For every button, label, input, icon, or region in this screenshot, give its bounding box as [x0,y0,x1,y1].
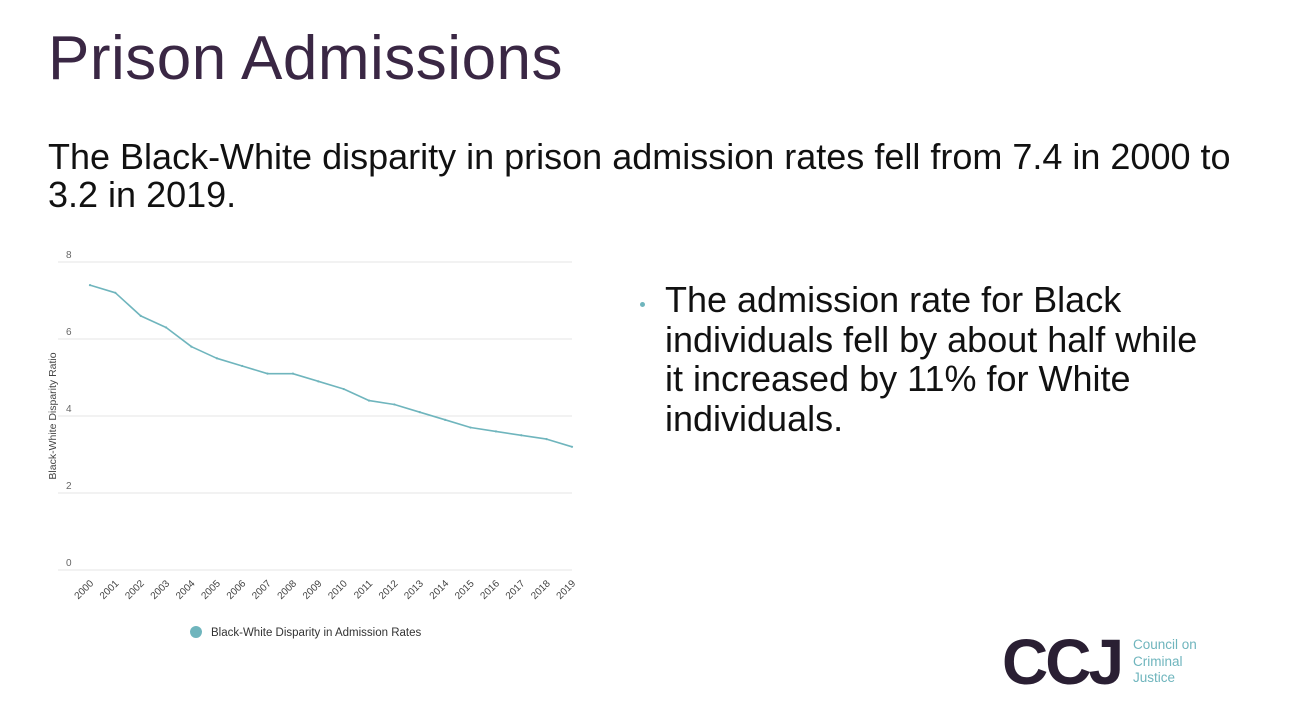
data-point [342,387,345,391]
data-point [545,438,548,441]
data-point [88,284,92,287]
data-point [418,411,421,414]
x-tick-label: 2016 [479,578,503,602]
data-point [317,380,320,383]
x-tick-label: 2008 [276,578,300,602]
data-point [469,426,472,429]
legend-label: Black-White Disparity in Admission Rates [211,627,422,639]
bullet-dot-icon [640,302,645,307]
x-tick-label: 2000 [73,578,97,602]
x-tick-label: 2018 [529,578,553,602]
y-tick-label: 2 [66,481,72,492]
data-point [520,434,523,437]
x-tick-label: 2003 [149,578,173,602]
x-tick-label: 2006 [225,578,249,602]
data-point [139,314,142,317]
x-tick-label: 2009 [301,578,325,602]
data-point [114,291,117,294]
y-tick-label: 8 [66,250,72,261]
logo-mark: CCJ [1002,626,1124,698]
y-tick-label: 4 [66,404,72,415]
x-tick-label: 2010 [326,578,350,602]
x-tick-label: 2012 [377,578,401,602]
x-tick-label: 2017 [504,578,528,602]
data-point [165,326,168,329]
data-point [190,345,193,348]
disparity-chart: 0 2 4 6 8 Black-White Disparity Ratio 2000 2001… [40,242,600,652]
x-tick-label: 2004 [174,578,198,602]
logo-line-3: Justice [1133,670,1176,686]
chart-svg: 0 2 4 6 8 Black-White Disparity Ratio 2000 2001… [47,250,579,639]
data-point [494,430,497,433]
x-tick-label: 2001 [98,578,122,602]
x-tick-label: 2002 [123,578,147,602]
y-axis-label: Black-White Disparity Ratio [47,352,59,479]
series-line [89,284,573,448]
x-tick-label: 2015 [453,578,477,602]
logo-line-1: Council on [1133,637,1197,653]
logo-line-2: Criminal [1133,653,1183,669]
data-point [215,357,218,360]
x-tick-label: 2005 [199,578,223,602]
data-point [393,403,396,406]
legend-marker-icon [190,626,202,638]
data-point [291,372,295,375]
slide-title: Prison Admissions [48,24,564,93]
y-tick-label: 0 [66,558,72,569]
data-point [241,364,244,368]
data-point [444,418,447,421]
logo-wordmark: Council on Criminal Justice [1133,637,1197,686]
slide-subtitle: The Black-White disparity in prison admi… [48,136,1231,215]
data-point [266,372,269,375]
bullet-text: The admission rate for Black individuals… [665,279,1198,439]
x-tick-label: 2011 [352,578,375,601]
x-tick-label: 2014 [428,578,452,602]
y-tick-label: 6 [66,327,72,338]
x-tick-label: 2013 [402,578,426,602]
bullet-point: The admission rate for Black individuals… [640,280,1200,438]
ccj-logo: CCJ Council on Criminal Justice [1002,630,1197,694]
data-point [570,445,574,448]
x-tick-label: 2007 [250,578,274,602]
data-point [367,399,371,402]
x-tick-label: 2019 [555,578,579,602]
